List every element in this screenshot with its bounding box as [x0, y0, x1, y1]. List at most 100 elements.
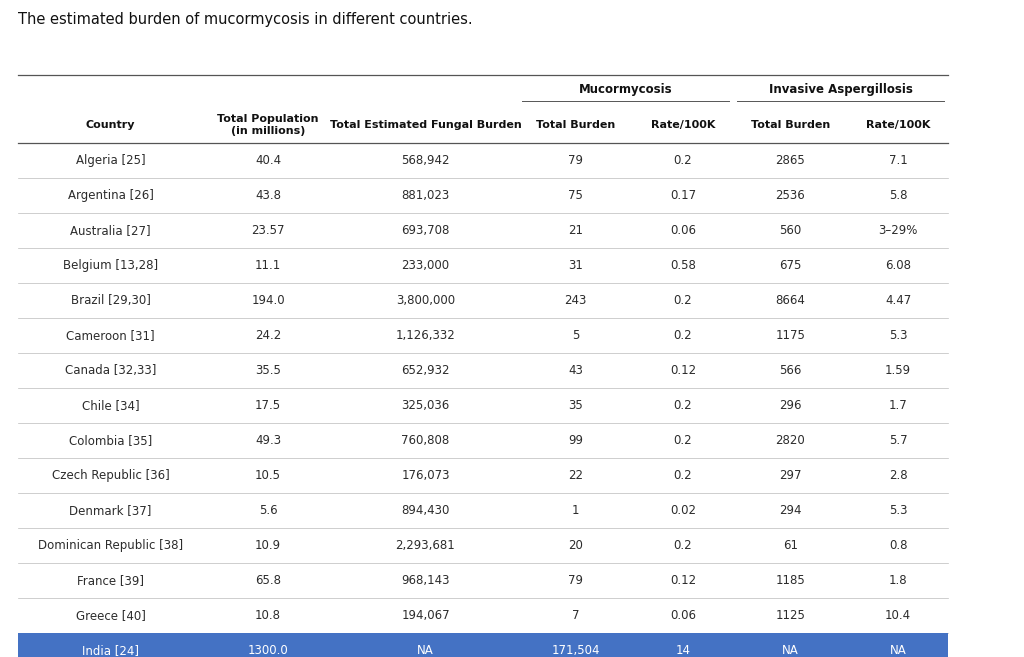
- Text: 1.8: 1.8: [889, 574, 907, 587]
- Text: 0.12: 0.12: [670, 574, 696, 587]
- Text: 31: 31: [568, 259, 583, 272]
- Text: 760,808: 760,808: [401, 434, 450, 447]
- Text: 43: 43: [568, 364, 583, 377]
- Text: 233,000: 233,000: [401, 259, 450, 272]
- Text: 0.17: 0.17: [670, 189, 696, 202]
- Text: 10.5: 10.5: [255, 469, 281, 482]
- Text: 7.1: 7.1: [889, 154, 907, 167]
- Text: 566: 566: [779, 364, 802, 377]
- Text: 1,126,332: 1,126,332: [395, 329, 456, 342]
- Text: Algeria [25]: Algeria [25]: [76, 154, 145, 167]
- Text: Argentina [26]: Argentina [26]: [68, 189, 154, 202]
- Text: 10.4: 10.4: [885, 609, 911, 622]
- Text: NA: NA: [890, 644, 906, 657]
- Text: 560: 560: [779, 224, 802, 237]
- Text: Canada [32,33]: Canada [32,33]: [65, 364, 157, 377]
- Text: 17.5: 17.5: [255, 399, 281, 412]
- Text: Country: Country: [86, 120, 135, 130]
- Text: 1: 1: [571, 504, 580, 517]
- Text: 171,504: 171,504: [551, 644, 600, 657]
- Bar: [333, 633, 518, 657]
- Text: 6.08: 6.08: [885, 259, 911, 272]
- Text: 7: 7: [571, 609, 580, 622]
- Text: Denmark [37]: Denmark [37]: [70, 504, 152, 517]
- Text: 3,800,000: 3,800,000: [396, 294, 455, 307]
- Text: 2,293,681: 2,293,681: [395, 539, 456, 552]
- Text: 10.9: 10.9: [255, 539, 281, 552]
- Text: 325,036: 325,036: [401, 399, 450, 412]
- Text: 10.8: 10.8: [255, 609, 281, 622]
- Text: 0.58: 0.58: [670, 259, 696, 272]
- Text: 24.2: 24.2: [255, 329, 282, 342]
- Text: Rate/100K: Rate/100K: [651, 120, 715, 130]
- Text: Australia [27]: Australia [27]: [71, 224, 151, 237]
- Text: Mucormycosis: Mucormycosis: [579, 83, 673, 95]
- Text: 1185: 1185: [775, 574, 805, 587]
- Text: Total Population
(in millions): Total Population (in millions): [217, 114, 318, 136]
- Text: 652,932: 652,932: [401, 364, 450, 377]
- Text: Chile [34]: Chile [34]: [82, 399, 139, 412]
- Text: 0.06: 0.06: [670, 609, 696, 622]
- Text: 5: 5: [571, 329, 580, 342]
- Text: 894,430: 894,430: [401, 504, 450, 517]
- Text: 176,073: 176,073: [401, 469, 450, 482]
- Text: 2536: 2536: [775, 189, 805, 202]
- Bar: [203, 633, 333, 657]
- Text: 35.5: 35.5: [255, 364, 281, 377]
- Text: 79: 79: [568, 574, 583, 587]
- Bar: [848, 633, 948, 657]
- Text: 693,708: 693,708: [401, 224, 450, 237]
- Text: 0.12: 0.12: [670, 364, 696, 377]
- Text: 3–29%: 3–29%: [879, 224, 918, 237]
- Text: France [39]: France [39]: [77, 574, 144, 587]
- Text: 2865: 2865: [775, 154, 805, 167]
- Text: 11.1: 11.1: [255, 259, 282, 272]
- Text: Total Estimated Fungal Burden: Total Estimated Fungal Burden: [330, 120, 521, 130]
- Text: Total Burden: Total Burden: [536, 120, 615, 130]
- Text: 5.3: 5.3: [889, 504, 907, 517]
- Text: 0.2: 0.2: [674, 399, 692, 412]
- Text: 61: 61: [783, 539, 798, 552]
- Text: Greece [40]: Greece [40]: [76, 609, 145, 622]
- Text: 23.57: 23.57: [251, 224, 285, 237]
- Text: 22: 22: [568, 469, 583, 482]
- Text: 568,942: 568,942: [401, 154, 450, 167]
- Text: 1.7: 1.7: [889, 399, 907, 412]
- Text: 675: 675: [779, 259, 802, 272]
- Text: 20: 20: [568, 539, 583, 552]
- Text: Czech Republic [36]: Czech Republic [36]: [51, 469, 169, 482]
- Text: 5.8: 5.8: [889, 189, 907, 202]
- Text: 0.06: 0.06: [670, 224, 696, 237]
- Text: 4.47: 4.47: [885, 294, 911, 307]
- Text: 49.3: 49.3: [255, 434, 281, 447]
- Bar: [18, 633, 203, 657]
- Text: 2.8: 2.8: [889, 469, 907, 482]
- Text: Dominican Republic [38]: Dominican Republic [38]: [38, 539, 183, 552]
- Bar: [733, 633, 848, 657]
- Text: Cameroon [31]: Cameroon [31]: [67, 329, 155, 342]
- Text: 297: 297: [779, 469, 802, 482]
- Text: 2820: 2820: [775, 434, 805, 447]
- Text: 194.0: 194.0: [251, 294, 285, 307]
- Text: Total Burden: Total Burden: [751, 120, 830, 130]
- Text: 881,023: 881,023: [401, 189, 450, 202]
- Bar: [633, 633, 733, 657]
- Text: 296: 296: [779, 399, 802, 412]
- Text: 14: 14: [676, 644, 690, 657]
- Text: 1125: 1125: [775, 609, 806, 622]
- Text: India [24]: India [24]: [82, 644, 139, 657]
- Text: 1175: 1175: [775, 329, 806, 342]
- Text: 5.3: 5.3: [889, 329, 907, 342]
- Text: 294: 294: [779, 504, 802, 517]
- Text: Belgium [13,28]: Belgium [13,28]: [62, 259, 158, 272]
- Text: 5.6: 5.6: [259, 504, 278, 517]
- Text: 5.7: 5.7: [889, 434, 907, 447]
- Text: 1.59: 1.59: [885, 364, 911, 377]
- Text: 8664: 8664: [775, 294, 806, 307]
- Text: 0.2: 0.2: [674, 329, 692, 342]
- Text: NA: NA: [417, 644, 434, 657]
- Text: 1300.0: 1300.0: [248, 644, 289, 657]
- Text: 968,143: 968,143: [401, 574, 450, 587]
- Text: 21: 21: [568, 224, 583, 237]
- Text: 0.8: 0.8: [889, 539, 907, 552]
